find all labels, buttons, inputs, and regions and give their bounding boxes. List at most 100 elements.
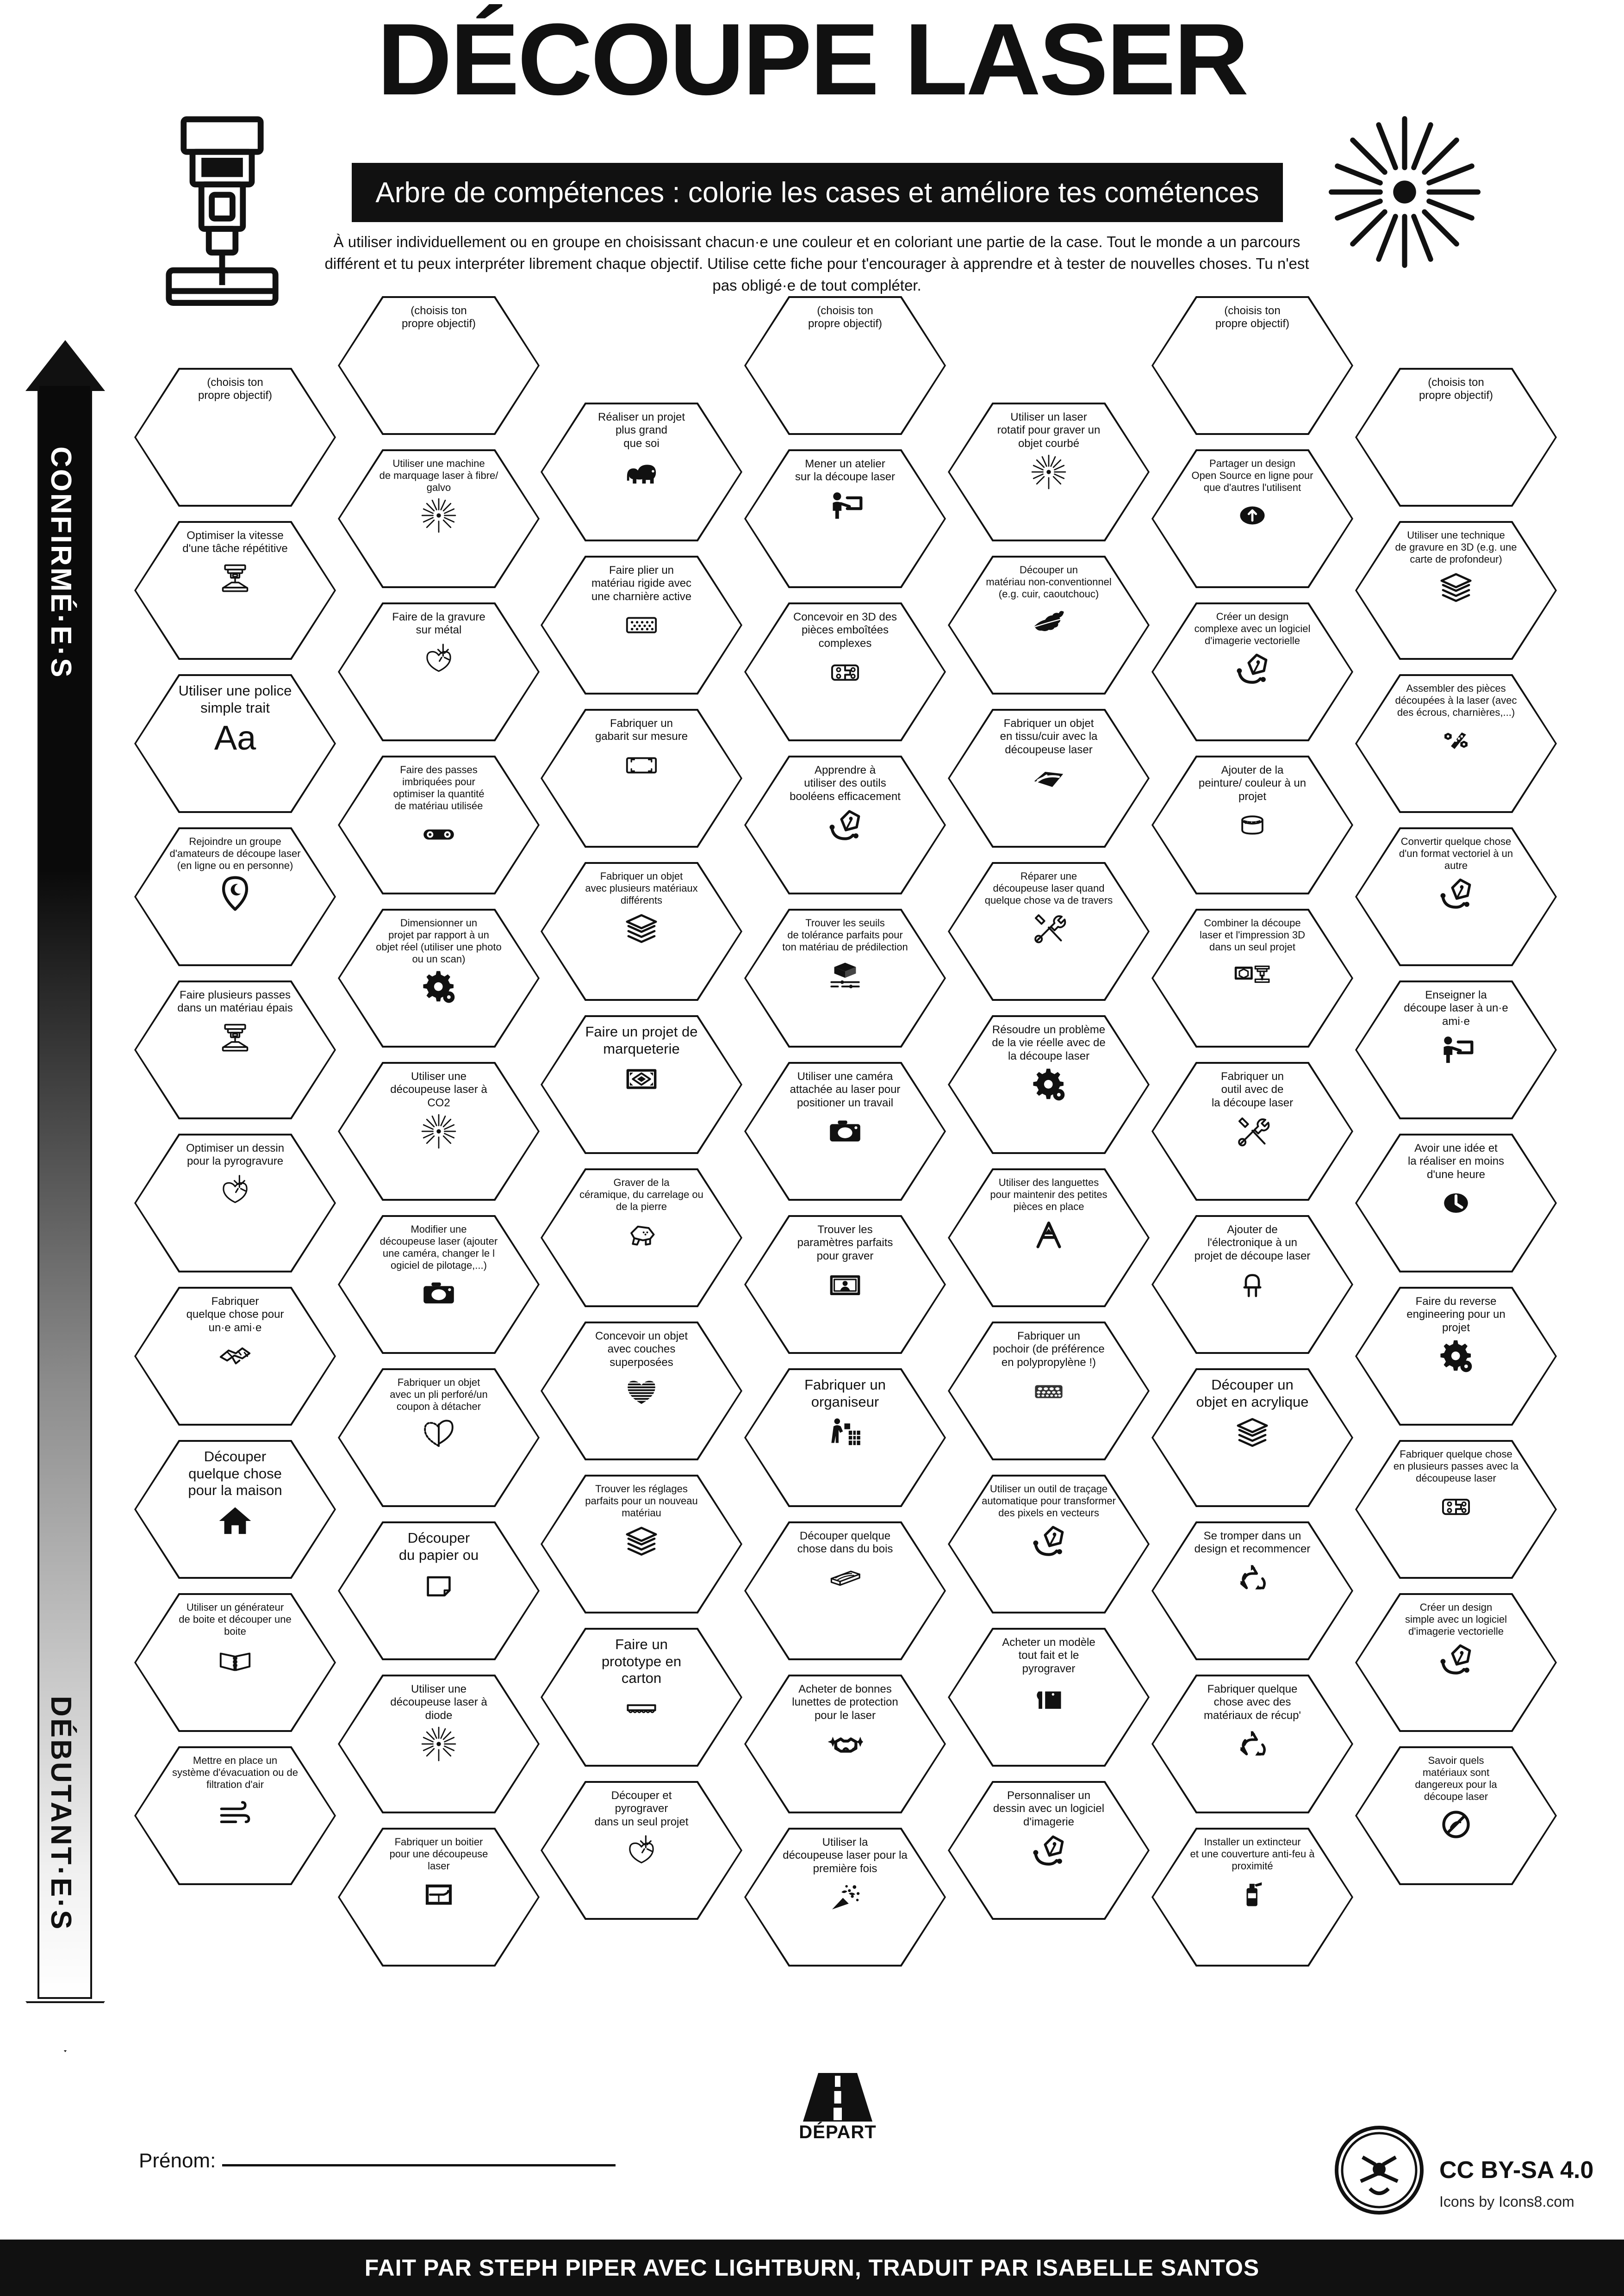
skill-hex[interactable]: Dimensionner un projet par rapport à un ob… [338,909,540,1048]
skill-hex[interactable]: Combiner la découpe laser et l'impression… [1151,909,1353,1048]
skill-label: Fabriquer quelque chose en plusieurs pass… [1393,1448,1519,1484]
skill-hex[interactable]: Fabriquer un objet en tissu/cuir avec la d… [948,709,1150,848]
skill-hex[interactable]: Utiliser des languettes pour maintenir de… [948,1168,1150,1307]
skill-hex[interactable]: Réaliser un projet plus grand que soi [541,403,742,541]
skill-hex[interactable]: Optimiser la vitesse d'une tâche répétiti… [134,521,336,660]
skill-hex[interactable]: Faire du reverse engineering pour un proje… [1355,1287,1557,1426]
prenom-input-line[interactable] [222,2164,616,2166]
skill-hex[interactable]: Utiliser une caméra attachée au laser pou… [744,1062,946,1201]
skill-hex[interactable]: (choisis ton propre objectif) [744,296,946,435]
skill-hex[interactable]: Fabriquer quelque chose avec des matériaux… [1151,1675,1353,1813]
skill-hex[interactable]: Faire des passes imbriquées pour optimiser… [338,756,540,894]
layers-icon [623,1523,660,1559]
skill-hex[interactable]: Fabriquer quelque chose pour un·e ami·e [134,1287,336,1426]
skill-hex[interactable]: Découper un objet en acrylique [1151,1368,1353,1507]
skill-hex[interactable]: Fabriquer un organiseur [744,1368,946,1507]
skill-hex[interactable]: (choisis ton propre objectif) [134,368,336,507]
skill-hex[interactable]: Faire plier un matériau rigide avec une ch… [541,556,742,695]
skill-hex[interactable]: Personnaliser un dessin avec un logiciel d… [948,1781,1150,1920]
airflow-icon [217,1794,253,1831]
skill-hex[interactable]: Mettre en place un système d'évacuation o… [134,1746,336,1885]
skill-label: Faire des passes imbriquées pour optimiser… [393,764,485,812]
skill-hex[interactable]: Savoir quels matériaux sont dangereux pour… [1355,1746,1557,1885]
skill-label: Utiliser une machine de marquage laser à … [379,458,498,493]
skill-label: (choisis ton propre objectif) [1215,304,1290,330]
skill-hex[interactable]: Fabriquer quelque chose en plusieurs pass… [1355,1440,1557,1579]
clock-icon [1438,1185,1474,1221]
skill-hex[interactable]: Ajouter de la peinture/ couleur à un proje… [1151,756,1353,894]
skill-hex[interactable]: Acheter un modèle tout fait et le pyrograv… [948,1628,1150,1767]
skill-label: Créer un design simple avec un logiciel d'… [1405,1601,1507,1637]
skill-hex[interactable]: Découper quelque chose pour la maison [134,1440,336,1579]
skill-hex[interactable]: Réparer une découpeuse laser quand quelque… [948,862,1150,1001]
skill-hex[interactable]: Trouver les seuils de tolérance parfaits … [744,909,946,1048]
skill-hex[interactable]: Assembler des pièces découpées à la laser… [1355,674,1557,813]
skill-hex[interactable]: Fabriquer un pochoir (de préférence en pol… [948,1322,1150,1460]
skill-label: Partager un design Open Source en ligne p… [1191,458,1313,493]
skill-hex[interactable]: Enseigner la découpe laser à un·e ami·e [1355,980,1557,1119]
skill-label: Concevoir un objet avec couches superposée… [595,1330,688,1369]
skill-hex[interactable]: Fabriquer un objet avec un pli perforé/un… [338,1368,540,1507]
skill-hex[interactable]: Partager un design Open Source en ligne p… [1151,449,1353,588]
teacher-icon [827,488,863,524]
skill-hex[interactable]: Créer un design simple avec un logiciel d'… [1355,1593,1557,1732]
skill-hex[interactable]: Faire un projet de marqueterie [541,1015,742,1154]
skill-hex[interactable]: Découper et pyrograver dans un seul projet [541,1781,742,1920]
upload-icon [1234,497,1270,534]
skill-hex[interactable]: Utiliser un générateur de boite et découp… [134,1593,336,1732]
skill-hex[interactable]: Trouver les paramètres parfaits pour grave… [744,1215,946,1354]
skill-hex[interactable]: Faire plusieurs passes dans un matériau é… [134,980,336,1119]
skill-label: Découper quelque chose pour la maison [188,1448,282,1499]
skill-label: Découper un objet en acrylique [1196,1377,1309,1410]
skill-hex[interactable]: Fabriquer un objet avec plusieurs matéria… [541,862,742,1001]
skill-label: Découper et pyrograver dans un seul projet [594,1789,689,1828]
skill-hex[interactable]: Fabriquer un gabarit sur mesure [541,709,742,848]
skill-hex[interactable]: Concevoir en 3D des pièces emboîtées compl… [744,602,946,741]
elephant-icon [623,454,660,490]
credit-bar: FAIT PAR STEPH PIPER AVEC LIGHTBURN, TRA… [0,2240,1624,2296]
skill-hex[interactable]: Utiliser un laser rotatif pour graver un o… [948,403,1150,541]
skill-hex[interactable]: Utiliser une machine de marquage laser à … [338,449,540,588]
skill-hex[interactable]: Avoir une idée et la réaliser en moins d'u… [1355,1134,1557,1272]
skill-hex[interactable]: Découper un matériau non-conventionnel (e.… [948,556,1150,695]
skill-hex[interactable]: Ajouter de l'électronique à un projet de d… [1151,1215,1353,1354]
skill-hex[interactable]: Installer un extincteur et une couverture… [1151,1828,1353,1967]
skill-label: Combiner la découpe laser et l'impression… [1200,917,1305,953]
skill-hex[interactable]: Faire de la gravure sur métal [338,602,540,741]
skill-hex[interactable]: Utiliser une découpeuse laser à diode [338,1675,540,1813]
skill-hex[interactable]: Utiliser une police simple trait Aa [134,674,336,813]
skill-hex[interactable]: Fabriquer un outil avec de la découpe lase… [1151,1062,1353,1201]
skill-label: Optimiser la vitesse d'une tâche répétiti… [182,529,288,555]
extinguisher-icon [1234,1876,1270,1912]
skill-hex[interactable]: Se tromper dans un design et recommencer [1151,1521,1353,1660]
skill-hex[interactable]: Utiliser la découpeuse laser pour la premi… [744,1828,946,1967]
skill-hex[interactable]: Mener un atelier sur la découpe laser [744,449,946,588]
skill-hex[interactable]: Fabriquer un boitier pour une découpeuse l… [338,1828,540,1967]
skill-hex[interactable]: Découper du papier ou [338,1521,540,1660]
skill-hex[interactable]: (choisis ton propre objectif) [338,296,540,435]
hex-fill [746,298,944,433]
skill-hex[interactable]: Acheter de bonnes lunettes de protection p… [744,1675,946,1813]
skill-hex[interactable]: Modifier une découpeuse laser (ajouter une… [338,1215,540,1354]
skill-hex[interactable]: Utiliser un outil de traçage automatique … [948,1475,1150,1613]
skill-hex[interactable]: Faire un prototype en carton [541,1628,742,1767]
paper-sheet-icon [421,1567,457,1603]
skill-hex[interactable]: (choisis ton propre objectif) [1151,296,1353,435]
skill-hex[interactable]: Graver de la céramique, du carrelage ou de… [541,1168,742,1307]
enclosure-icon [421,1876,457,1912]
skill-hex[interactable]: Utiliser une découpeuse laser à CO2 [338,1062,540,1201]
skill-hex[interactable]: Optimiser un dessin pour la pyrogravure [134,1134,336,1272]
skill-label: Utiliser une découpeuse laser à diode [390,1683,487,1722]
skill-hex[interactable]: Concevoir un objet avec couches superposée… [541,1322,742,1460]
skill-hex[interactable]: Découper quelque chose dans du bois [744,1521,946,1660]
skill-label: Apprendre à utiliser des outils booléens e… [790,764,901,803]
skill-label: Personnaliser un dessin avec un logiciel d… [993,1789,1105,1828]
skill-hex[interactable]: Résoudre un problème de la vie réelle ave… [948,1015,1150,1154]
skill-hex[interactable]: Utiliser une technique de gravure en 3D (… [1355,521,1557,660]
skill-hex[interactable]: (choisis ton propre objectif) [1355,368,1557,507]
skill-hex[interactable]: Apprendre à utiliser des outils booléens e… [744,756,946,894]
skill-hex[interactable]: Convertir quelque chose d'un format vecto… [1355,827,1557,966]
skill-hex[interactable]: Trouver les réglages parfaits pour un nou… [541,1475,742,1613]
skill-hex[interactable]: Rejoindre un groupe d'amateurs de découpe… [134,827,336,966]
skill-hex[interactable]: Créer un design complexe avec un logiciel… [1151,602,1353,741]
